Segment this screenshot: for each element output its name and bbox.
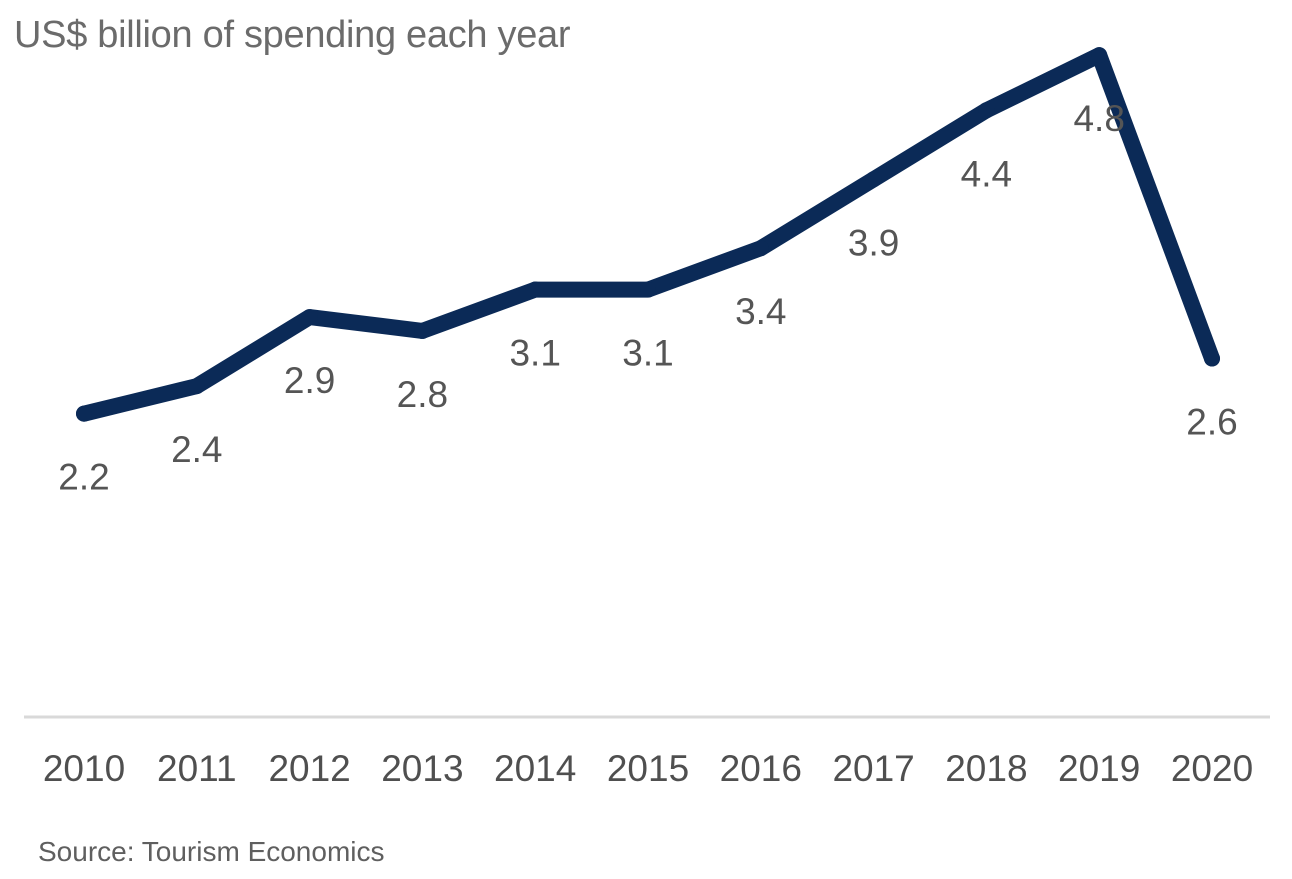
data-point-2018 <box>978 102 995 119</box>
data-label-2016: 3.4 <box>735 291 786 332</box>
data-label-2010: 2.2 <box>58 457 109 498</box>
x-tick-2012: 2012 <box>268 748 350 789</box>
data-label-2014: 3.1 <box>509 333 560 374</box>
data-point-2016 <box>752 240 769 257</box>
series-group <box>76 47 1220 422</box>
x-tick-2016: 2016 <box>720 748 802 789</box>
data-point-2019 <box>1091 47 1108 64</box>
data-point-2010 <box>76 405 92 422</box>
chart-title: US$ billion of spending each year <box>14 14 571 56</box>
x-tick-2017: 2017 <box>832 748 914 789</box>
data-point-2014 <box>527 281 544 298</box>
data-point-2012 <box>301 309 318 326</box>
data-point-2020 <box>1204 350 1220 367</box>
x-tick-2014: 2014 <box>494 748 576 789</box>
data-label-2013: 2.8 <box>397 374 448 415</box>
source-note: Source: Tourism Economics <box>38 836 385 867</box>
data-label-2012: 2.9 <box>284 360 335 401</box>
data-label-2018: 4.4 <box>961 153 1012 194</box>
data-point-2011 <box>188 378 205 395</box>
x-tick-2015: 2015 <box>607 748 689 789</box>
data-label-2020: 2.6 <box>1186 402 1237 443</box>
x-tick-2013: 2013 <box>381 748 463 789</box>
x-tick-2019: 2019 <box>1058 748 1140 789</box>
x-tick-2018: 2018 <box>945 748 1027 789</box>
data-labels: 2.2 2.4 2.9 2.8 3.1 3.1 3.4 3.9 4.4 4.8 2.6 <box>58 98 1237 498</box>
data-point-2017 <box>865 171 882 188</box>
x-tick-2020: 2020 <box>1171 748 1253 789</box>
data-label-2019: 4.8 <box>1073 98 1124 139</box>
data-point-2015 <box>640 281 656 298</box>
data-point-2013 <box>414 322 431 339</box>
data-label-2015: 3.1 <box>622 333 673 374</box>
data-label-2017: 3.9 <box>848 222 899 263</box>
x-tick-labels: 2010 2011 2012 2013 2014 2015 2016 2017 2018 2019… <box>43 748 1253 789</box>
x-tick-2010: 2010 <box>43 748 125 789</box>
x-tick-2011: 2011 <box>157 748 237 789</box>
data-label-2011: 2.4 <box>171 429 222 470</box>
